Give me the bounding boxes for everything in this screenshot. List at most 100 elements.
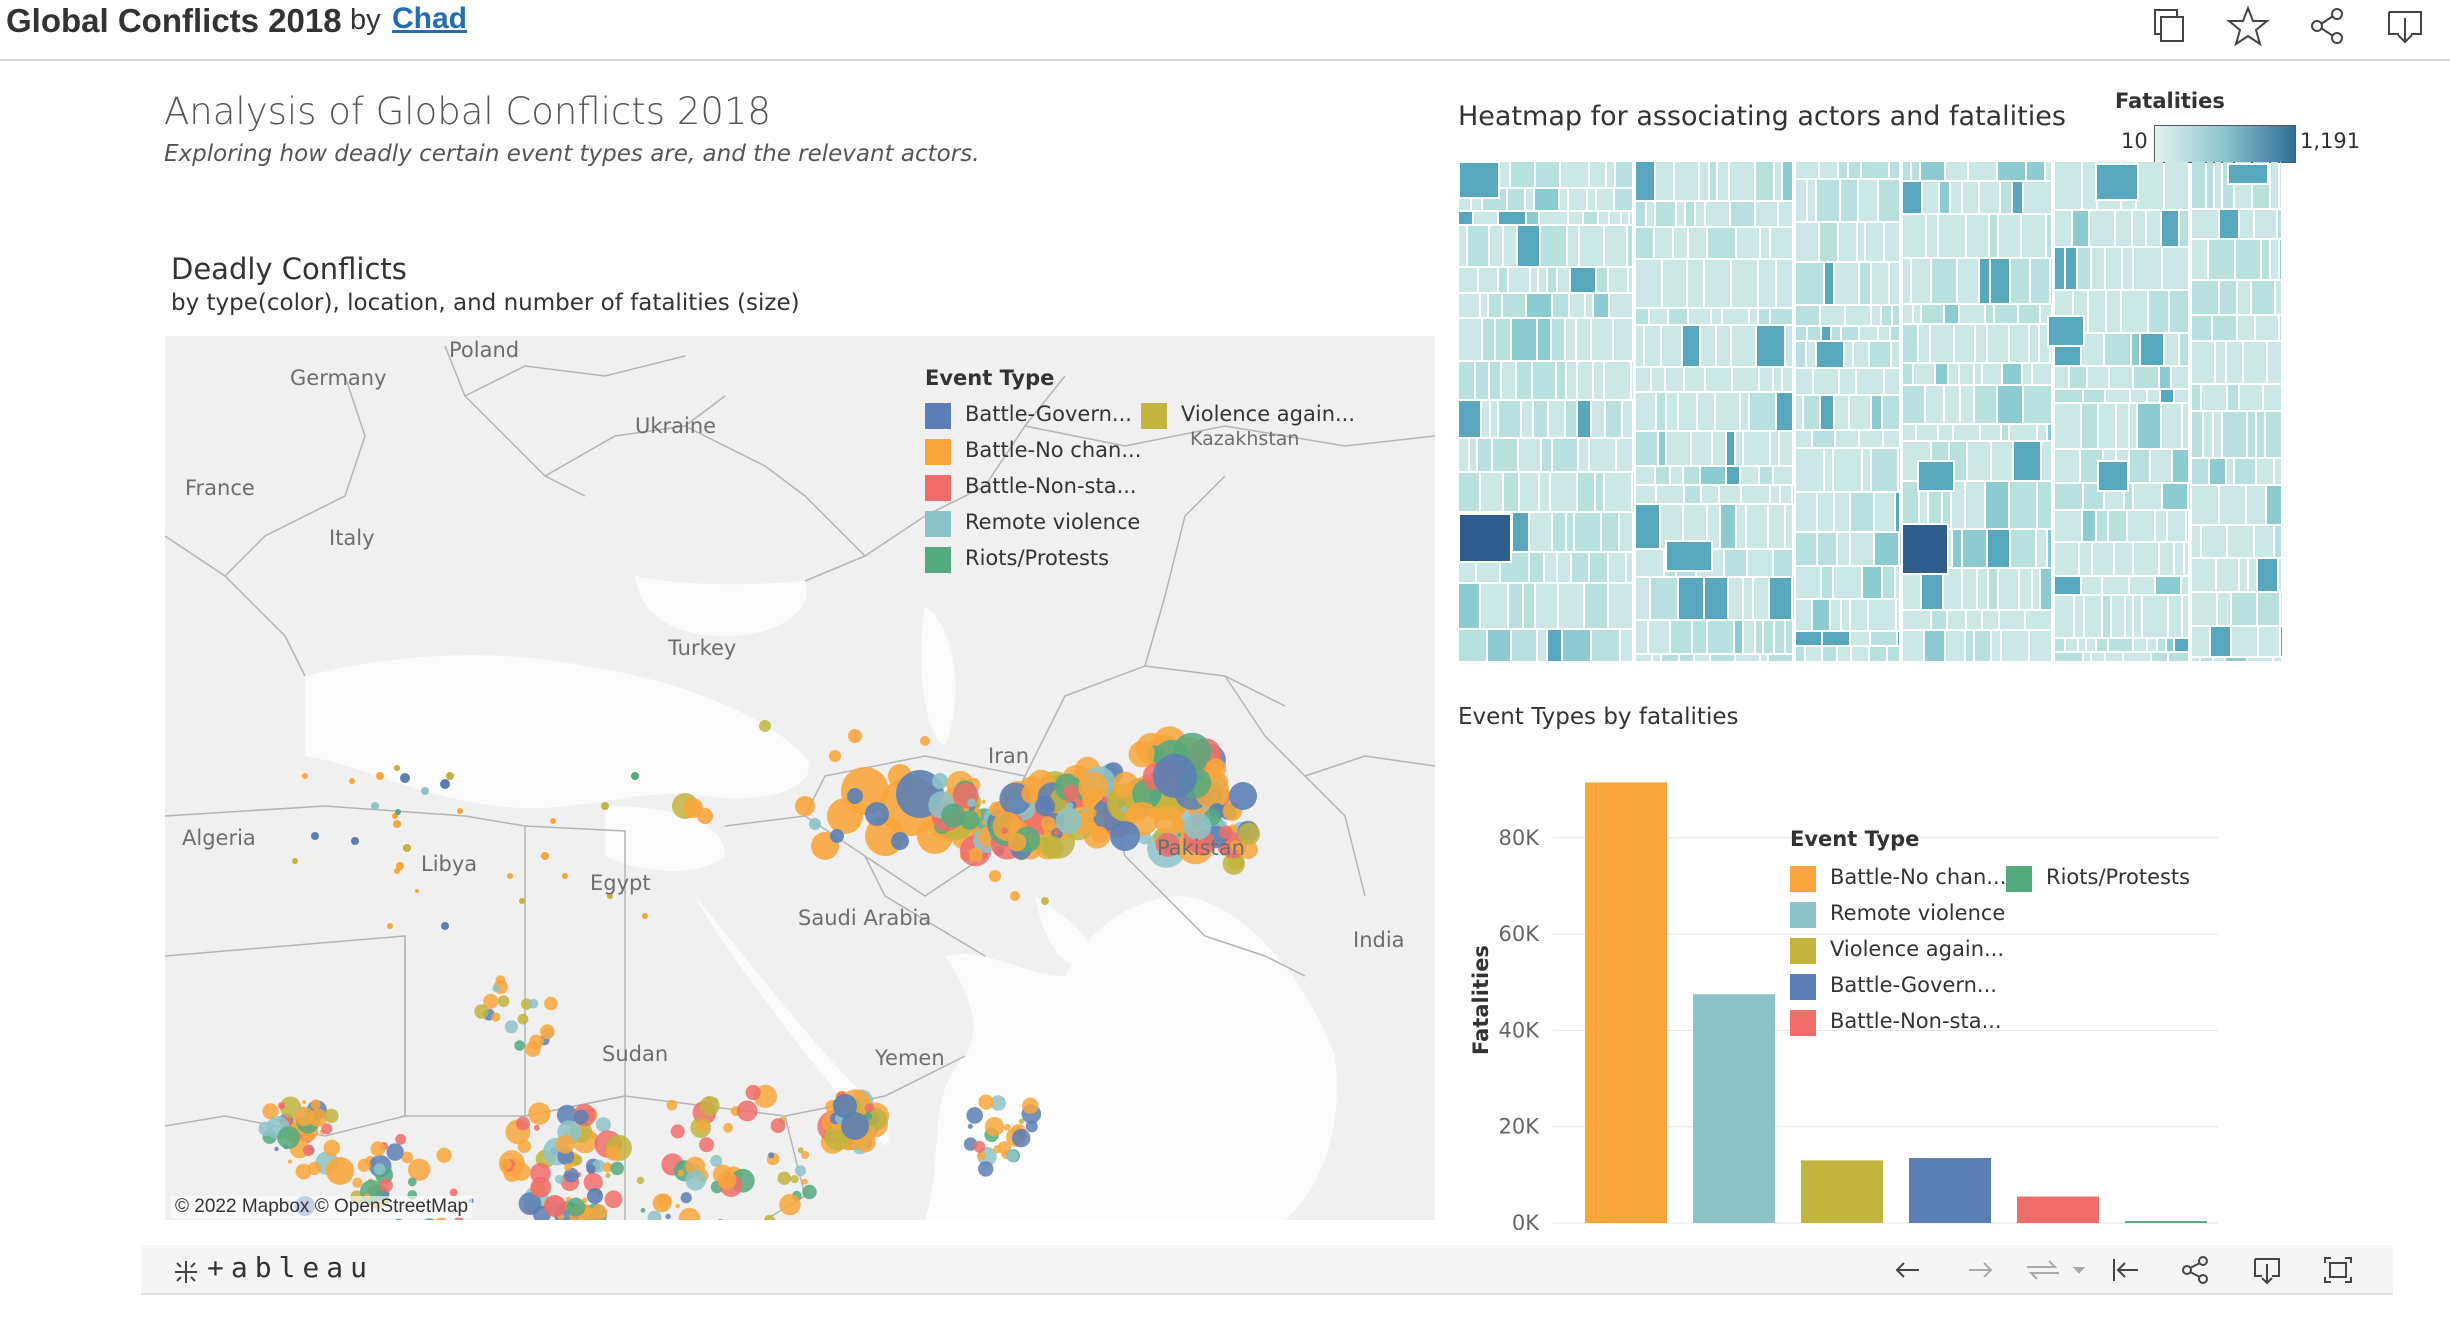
heatmap-cell — [2259, 627, 2279, 656]
map-bubble — [1128, 740, 1156, 768]
heatmap-cell — [1732, 260, 1757, 307]
heatmap-cell — [2162, 211, 2178, 246]
heatmap-cell — [1519, 439, 1540, 471]
heatmap-cell — [1796, 449, 1823, 491]
map-bubble — [973, 1140, 986, 1153]
heatmap-cell — [1917, 460, 1955, 492]
heatmap-cell — [1796, 180, 1806, 221]
revert-icon[interactable] — [2021, 1253, 2065, 1287]
heatmap-cell — [1884, 431, 1899, 447]
conflict-map[interactable]: Poland Germany Ukraine Kazakhstan France… — [165, 336, 1435, 1220]
legend-swatch — [1790, 902, 1816, 928]
heatmap-cell — [1932, 611, 1946, 629]
heatmap-cell — [1711, 655, 1734, 661]
map-bubble — [941, 803, 966, 828]
fatalities-min-label: 10 — [2121, 129, 2148, 153]
map-bubble — [423, 1218, 436, 1220]
place-label: Iran — [988, 744, 1030, 768]
heatmap-cell — [2033, 569, 2039, 609]
map-bubble — [989, 801, 1005, 817]
bar[interactable] — [2125, 1221, 2207, 1223]
tableau-logo-icon[interactable] — [171, 1257, 201, 1287]
map-bubble — [795, 1165, 806, 1177]
heatmap-cell — [1614, 319, 1632, 360]
heatmap-cell — [2019, 305, 2039, 323]
heatmap-cell — [1822, 567, 1832, 598]
fullscreen-icon[interactable] — [2321, 1253, 2355, 1287]
heatmap-cell — [1721, 505, 1735, 548]
download-icon[interactable] — [2250, 1253, 2284, 1287]
bar[interactable] — [1909, 1157, 1991, 1223]
map-attribution[interactable]: © 2022 Mapbox © OpenStreetMap — [171, 1196, 473, 1218]
heatmap-cell — [1592, 401, 1604, 437]
heatmap-cell — [2003, 364, 2021, 384]
share-icon[interactable] — [2305, 4, 2349, 48]
heatmap-cell — [2132, 334, 2139, 365]
heatmap-cell — [1998, 162, 2025, 180]
star-icon[interactable] — [2226, 4, 2270, 48]
place-label: Poland — [449, 338, 520, 362]
heatmap-cell — [2080, 543, 2091, 575]
map-bubble — [544, 1195, 566, 1217]
heatmap-cell — [1870, 647, 1886, 661]
heatmap-cell — [1605, 473, 1631, 511]
heatmap-cell — [1708, 505, 1719, 548]
heatmap-cell — [1963, 182, 1978, 213]
heatmap-cell — [1701, 467, 1725, 484]
heatmap-cell — [1636, 578, 1649, 619]
bar[interactable] — [1693, 994, 1775, 1223]
heatmap-cell — [1923, 182, 1938, 213]
heatmap-cell — [1903, 364, 1912, 384]
map-bubble — [395, 1133, 407, 1145]
heatmap-cell — [1650, 309, 1667, 324]
undo-icon[interactable] — [1891, 1253, 1925, 1287]
heatmap-cell — [2125, 484, 2132, 509]
share-icon[interactable] — [2178, 1253, 2212, 1287]
heatmap-cell — [1490, 362, 1500, 399]
reset-icon[interactable] — [2108, 1253, 2142, 1287]
heatmap-cell — [1592, 319, 1612, 360]
heatmap-cell — [1912, 162, 1919, 180]
heatmap-cell — [2248, 412, 2255, 457]
bar[interactable] — [1585, 782, 1667, 1223]
heatmap-cell — [1968, 442, 1990, 480]
download-icon[interactable] — [2383, 4, 2427, 48]
heatmap-cell — [1488, 630, 1510, 661]
place-label: Italy — [329, 526, 375, 550]
tableau-logo[interactable]: +ableau — [207, 1251, 375, 1284]
map-bubble — [1208, 763, 1222, 777]
map-bubble — [435, 1217, 448, 1220]
heatmap-cell — [1636, 202, 1645, 226]
heatmap-cell — [1872, 263, 1888, 304]
heatmap-cell — [1793, 486, 1794, 503]
heatmap-cell — [2066, 639, 2077, 651]
heatmap-cell — [1921, 162, 1944, 180]
bar[interactable] — [1801, 1160, 1883, 1223]
redo-icon[interactable] — [1963, 1253, 1997, 1287]
heatmap-cell — [2271, 240, 2278, 279]
heatmap-cell — [1796, 306, 1819, 325]
map-bubble — [1238, 839, 1258, 860]
heatmap-cell — [1903, 631, 1923, 661]
dropdown-icon[interactable] — [2069, 1253, 2089, 1287]
heatmap-cell — [1569, 189, 1586, 210]
fatalities-bar-chart[interactable]: 0K 20K 40K 60K 80K Fatalities — [1458, 760, 2248, 1230]
heatmap-cell — [2192, 342, 2214, 383]
heatmap-cell — [1594, 362, 1603, 399]
heatmap-cell — [1620, 513, 1632, 551]
heatmap-cell — [2248, 658, 2272, 661]
heatmap-cell — [1499, 212, 1525, 224]
heatmap-cell — [1952, 482, 1964, 528]
heatmap-cell — [2214, 412, 2221, 457]
heatmap-cell — [1890, 162, 1899, 178]
heatmap-cell — [2192, 526, 2200, 557]
heatmap-cell — [1747, 505, 1767, 548]
heatmap-cell — [1623, 401, 1632, 437]
duplicate-icon[interactable] — [2147, 4, 2191, 48]
map-bubble — [595, 1117, 611, 1133]
heatmap-cell — [1863, 567, 1881, 598]
actor-heatmap-treemap[interactable] — [1458, 161, 2282, 662]
author-link[interactable]: Chad — [392, 2, 467, 35]
bar[interactable] — [2017, 1196, 2099, 1223]
map-bubble — [841, 1112, 869, 1140]
